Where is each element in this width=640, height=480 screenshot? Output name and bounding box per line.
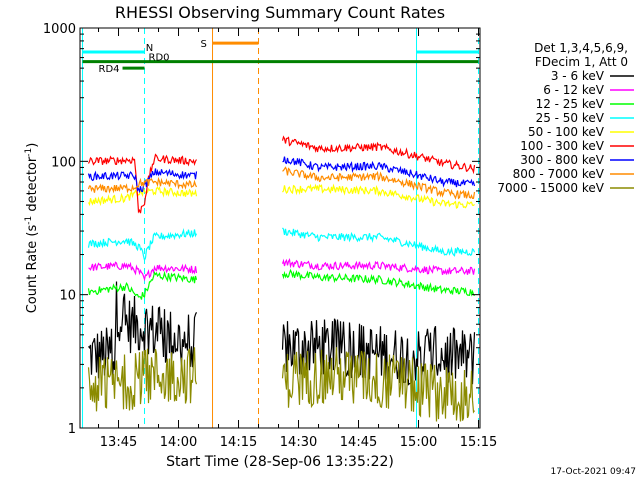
y-tick-label-1: 10 [59, 289, 76, 304]
y-axis-label: Count Rate (s-1 detector-1) [24, 143, 40, 314]
legend: Det 1,3,4,5,6,9, FDecim 1, Att 0 3 - 6 k… [497, 41, 634, 195]
legend-label-3: 25 - 50 keV [536, 111, 605, 125]
plot-area: N S RD0 RD4 [82, 28, 480, 428]
x-axis: 13:45 14:00 14:15 14:30 14:45 15:00 15:15 [98, 28, 497, 450]
series-line-5 [87, 135, 476, 214]
flag-label-4: RD4 [99, 64, 120, 75]
x-axis-label: Start Time (28-Sep-06 13:35:22) [166, 454, 394, 470]
series-line-4 [87, 183, 475, 209]
timestamp: 17-Oct-2021 09:47 [551, 467, 636, 477]
legend-label-1: 6 - 12 keV [543, 83, 605, 97]
legend-label-4: 50 - 100 keV [528, 125, 605, 139]
legend-label-0: 3 - 6 keV [551, 69, 605, 83]
series-line-0 [88, 281, 476, 386]
legend-label-8: 7000 - 15000 keV [497, 181, 604, 195]
flag-label-2: S [201, 39, 207, 50]
series-line-3 [87, 227, 476, 262]
x-tick-label-3: 14:30 [280, 435, 317, 450]
plot-frame [79, 27, 481, 429]
y-tick-label-2: 100 [51, 155, 76, 170]
y-axis: 1 10 100 1000 [43, 22, 480, 437]
legend-header-line-1: Det 1,3,4,5,6,9, [534, 41, 628, 55]
series-line-6 [87, 156, 476, 194]
x-tick-label-1: 14:00 [160, 435, 197, 450]
y-tick-label-0: 1 [68, 422, 76, 437]
flag-label-0: N [146, 43, 153, 54]
legend-label-6: 300 - 800 keV [520, 153, 604, 167]
legend-header-line-2: FDecim 1, Att 0 [535, 55, 628, 69]
x-tick-label-6: 15:15 [460, 435, 497, 450]
y-tick-label-3: 1000 [43, 22, 76, 37]
series-line-1 [88, 258, 476, 282]
series-line-2 [87, 268, 475, 300]
legend-label-2: 12 - 25 keV [536, 97, 605, 111]
flag-label-3: RD0 [149, 53, 170, 64]
x-tick-label-5: 15:00 [400, 435, 437, 450]
x-tick-label-2: 14:15 [220, 435, 257, 450]
chart-title: RHESSI Observing Summary Count Rates [115, 3, 445, 22]
legend-label-5: 100 - 300 keV [520, 139, 604, 153]
x-tick-label-0: 13:45 [100, 435, 137, 450]
x-tick-label-4: 14:45 [340, 435, 377, 450]
series-line-7 [87, 166, 476, 200]
series-line-8 [87, 347, 475, 422]
legend-label-7: 800 - 7000 keV [513, 167, 605, 181]
